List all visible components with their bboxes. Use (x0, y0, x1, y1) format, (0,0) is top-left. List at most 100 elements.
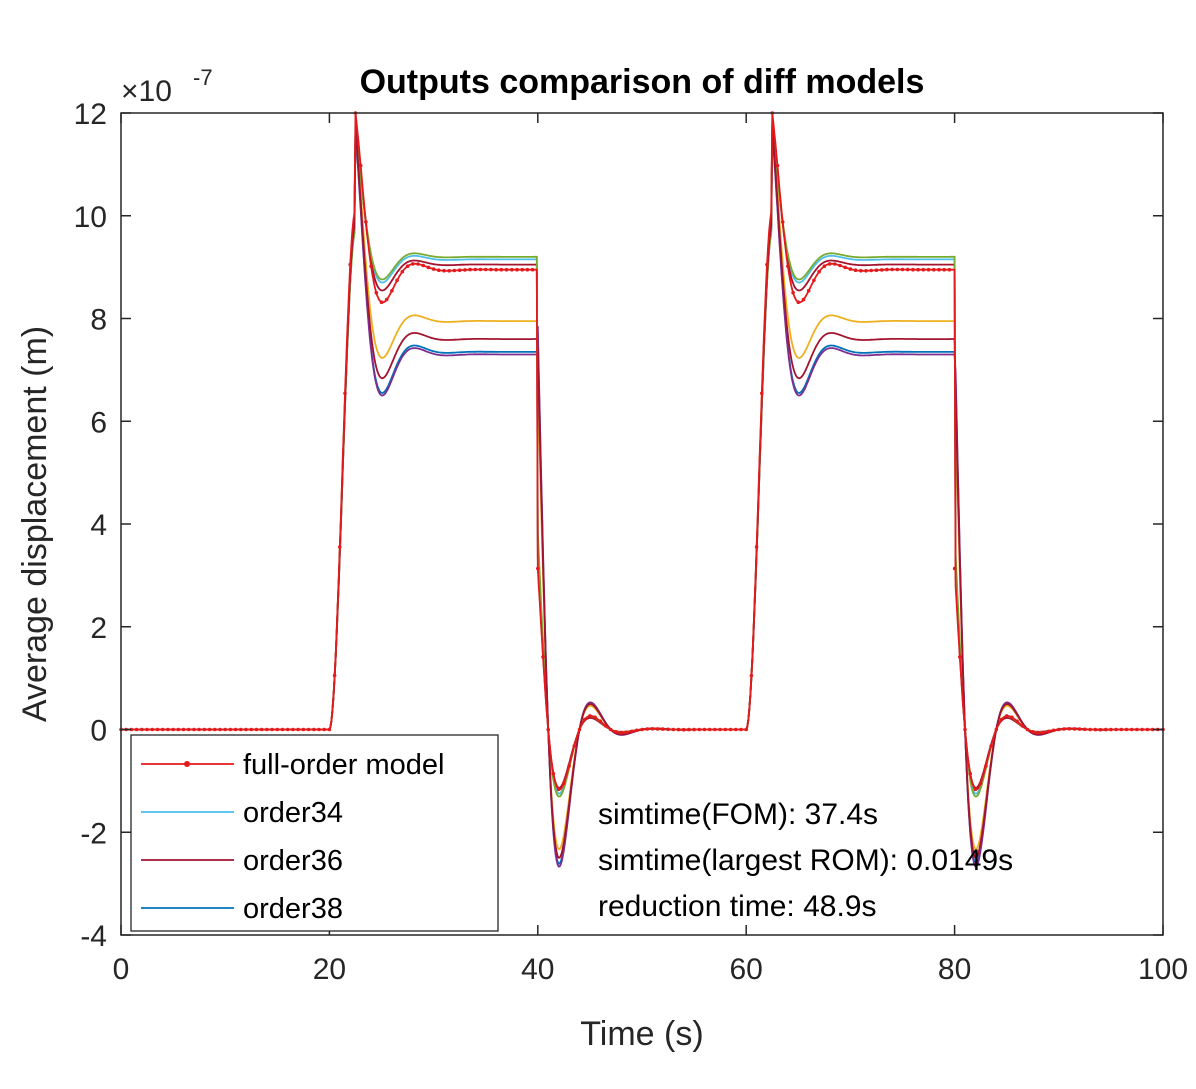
series-marker-0 (562, 781, 566, 786)
series-marker-0 (718, 727, 722, 732)
series-marker-0 (874, 268, 879, 273)
series-marker-0 (525, 267, 530, 272)
series-marker-0 (218, 727, 222, 732)
series-marker-0 (473, 267, 478, 272)
series-marker-0 (129, 727, 134, 732)
series-marker-0 (358, 163, 363, 168)
y-axis-exponent-base: ×10 (121, 75, 172, 108)
series-marker-0 (728, 727, 733, 732)
series-marker-0 (233, 727, 238, 732)
series-marker-0 (228, 727, 233, 732)
y-tick-label: 4 (90, 509, 107, 542)
series-marker-0 (280, 727, 285, 732)
series-marker-0 (671, 727, 676, 732)
y-tick-label: -2 (80, 817, 107, 850)
series-marker-0 (551, 771, 556, 776)
series-marker-0 (687, 727, 691, 732)
series-marker-0 (1077, 727, 1082, 731)
series-marker-0 (1145, 727, 1150, 732)
annotation-2: reduction time: 48.9s (598, 890, 876, 923)
series-marker-0 (463, 268, 467, 272)
series-marker-0 (1025, 727, 1030, 732)
series-marker-0 (911, 267, 915, 272)
series-marker-0 (1150, 727, 1155, 732)
series-marker-0 (379, 300, 384, 305)
series-marker-0 (848, 267, 853, 271)
series-marker-0 (515, 267, 519, 272)
series-marker-0 (270, 727, 274, 732)
series-marker-0 (176, 727, 181, 732)
series-marker-0 (249, 727, 254, 732)
series-marker-0 (541, 655, 545, 659)
series-marker-0 (1135, 727, 1139, 732)
series-marker-0 (749, 673, 754, 678)
series-marker-0 (958, 655, 962, 659)
series-marker-0 (207, 727, 212, 732)
series-marker-0 (186, 727, 191, 732)
series-marker-0 (411, 262, 415, 266)
series-marker-0 (254, 727, 259, 732)
annotation-1: simtime(largest ROM): 0.0149s (598, 844, 1013, 877)
series-marker-0 (556, 787, 561, 792)
series-marker-0 (801, 297, 806, 302)
series-marker-0 (744, 727, 748, 732)
series-marker-0 (1140, 727, 1144, 732)
x-tick-label: 100 (1138, 953, 1188, 986)
series-marker-0 (317, 727, 321, 732)
series-marker-0 (1083, 727, 1087, 732)
series-marker-0 (614, 730, 618, 734)
series-marker-0 (213, 727, 217, 732)
series-marker-0 (1041, 730, 1045, 735)
series-marker-0 (864, 269, 868, 273)
series-marker-0 (645, 727, 649, 731)
series-marker-0 (926, 267, 931, 272)
series-marker-0 (468, 267, 472, 272)
series-marker-0 (775, 163, 780, 168)
series-marker-0 (822, 264, 827, 269)
series-marker-0 (676, 727, 681, 732)
series-marker-0 (968, 771, 972, 776)
series-marker-0 (661, 727, 665, 731)
series-marker-0 (416, 262, 420, 266)
series-marker-0 (306, 727, 311, 732)
series-marker-0 (765, 262, 769, 267)
annotation-0: simtime(FOM): 37.4s (598, 798, 878, 831)
legend-label-3: order38 (243, 893, 343, 925)
axes: 0 20 40 60 80 100 -4 -2 0 2 4 6 8 10 12 (74, 98, 1188, 986)
series-marker-0 (598, 719, 603, 723)
legend-marker-0 (184, 761, 190, 767)
series-marker-0 (833, 262, 837, 266)
series-marker-0 (853, 268, 858, 273)
series-marker-0 (932, 267, 936, 272)
series-marker-0 (1072, 727, 1077, 731)
series-marker-0 (160, 727, 165, 732)
series-marker-0 (244, 727, 248, 732)
series-marker-0 (275, 727, 280, 732)
series-marker-0 (817, 269, 821, 274)
series-marker-0 (947, 267, 952, 272)
series-marker-0 (301, 727, 306, 732)
series-marker-0 (1093, 727, 1098, 732)
series-marker-0 (812, 278, 816, 283)
series-marker-0 (786, 264, 790, 269)
x-axis-label: Time (s) (580, 1015, 703, 1053)
series-marker-0 (1119, 727, 1124, 732)
series-marker-0 (567, 764, 571, 768)
series-marker-0 (369, 264, 373, 269)
series-marker-0 (338, 545, 342, 549)
series-marker-0 (879, 268, 884, 272)
legend-box (130, 734, 499, 932)
series-marker-0 (692, 727, 696, 732)
series-marker-0 (890, 267, 894, 272)
series-marker-0 (937, 267, 941, 272)
y-axis-exponent: ×10 -7 (121, 65, 213, 108)
series-marker-0 (192, 727, 196, 732)
series-marker-0 (1004, 714, 1009, 718)
series-marker-0 (629, 729, 634, 734)
series-marker-0 (265, 727, 269, 732)
series-group (119, 111, 1165, 868)
series-marker-0 (1031, 730, 1035, 734)
series-marker-0 (322, 727, 327, 732)
legend-label-1: order34 (243, 797, 343, 829)
y-axis-exponent-power: -7 (193, 65, 213, 90)
